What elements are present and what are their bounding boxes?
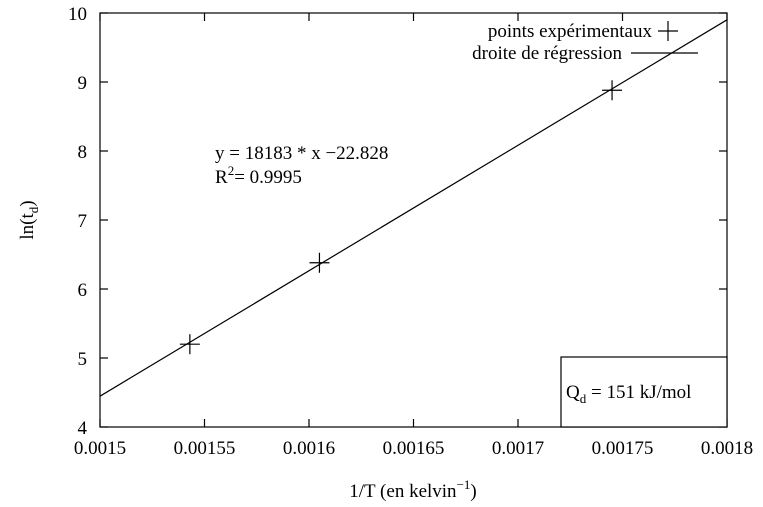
legend-label-points: points expérimentaux	[488, 21, 653, 42]
x-tick-label: 0.0018	[701, 438, 753, 459]
r-squared-value: = 0.9995	[234, 167, 302, 188]
data-point	[309, 252, 330, 273]
legend: points expérimentaux droite de régressio…	[472, 21, 698, 64]
regression-equation: y = 18183 * x −22.828	[215, 143, 388, 164]
activation-energy-frame	[560, 356, 728, 428]
x-axis-ticks: 0.0015 0.00155 0.0016 0.00165 0.0017 0.00175 0…	[74, 13, 753, 459]
x-tick-label: 0.00175	[592, 438, 654, 459]
y-tick-label: 4	[78, 418, 88, 439]
r-squared: R2= 0.9995	[215, 163, 302, 188]
activation-energy-box: Qd = 151 kJ/mol	[560, 356, 728, 428]
y-axis-label-subscript: d	[26, 206, 41, 213]
x-tick-label: 0.00165	[383, 438, 445, 459]
y-tick-label: 10	[68, 4, 87, 25]
x-axis-label-close: )	[470, 481, 476, 502]
x-tick-label: 0.0016	[283, 438, 335, 459]
y-axis-label-close: )	[17, 200, 38, 206]
data-point	[602, 80, 623, 101]
activation-energy-value: = 151 kJ/mol	[586, 382, 691, 403]
data-point	[179, 334, 200, 355]
y-tick-label: 9	[78, 73, 88, 94]
y-tick-label: 7	[78, 211, 88, 232]
x-tick-label: 0.00155	[174, 438, 236, 459]
activation-energy-label: Qd = 151 kJ/mol	[566, 382, 691, 406]
x-axis-label: 1/T (en kelvin−1)	[349, 477, 476, 502]
x-tick-label: 0.0015	[74, 438, 126, 459]
legend-label-regression: droite de régression	[472, 43, 622, 64]
legend-marker-plus	[658, 21, 678, 41]
y-tick-label: 8	[78, 142, 88, 163]
y-tick-label: 5	[78, 349, 88, 370]
r-squared-superscript: 2	[228, 163, 235, 178]
y-axis-ticks: 4 5 6 7 8 9 10	[68, 4, 727, 439]
y-axis-label: ln(td)	[17, 200, 41, 239]
y-tick-label: 6	[78, 280, 88, 301]
x-axis-label-superscript: −1	[457, 477, 471, 492]
data-points	[179, 80, 623, 355]
activation-energy-subscript: d	[580, 391, 587, 406]
regression-line-group	[99, 19, 728, 397]
regression-line	[99, 19, 728, 397]
x-tick-label: 0.0017	[492, 438, 544, 459]
